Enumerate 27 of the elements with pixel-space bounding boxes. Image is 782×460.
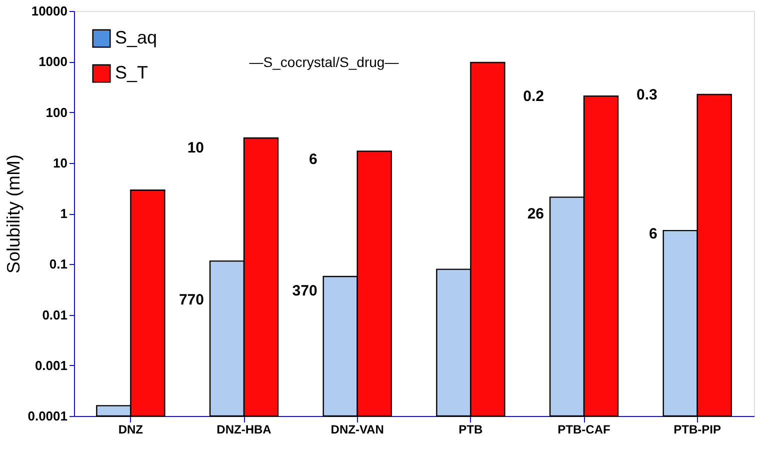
- x-tick-label: PTB-PIP: [674, 422, 722, 436]
- annotation: 370: [292, 282, 318, 300]
- annotation: 26: [527, 206, 544, 222]
- annotation: —S_cocrystal/S_drug—: [249, 54, 399, 70]
- annotation: 0.2: [523, 88, 544, 106]
- y-tick-label: 1: [60, 206, 68, 221]
- x-tick-label: PTB-CAF: [558, 422, 610, 436]
- y-axis-title: Solubility (mM): [4, 154, 24, 274]
- annotation: 6: [648, 226, 658, 243]
- y-tick-label: 0.001: [34, 358, 68, 373]
- legend-label: S_aq: [115, 28, 158, 48]
- annotation: 6: [308, 150, 318, 168]
- annotation: 0.3: [636, 86, 658, 104]
- x-tick-label: PTB: [458, 422, 483, 436]
- x-tick-label: DNZ-VAN: [330, 422, 384, 436]
- legend-label: S_T: [115, 62, 148, 82]
- y-tick-label: 0.01: [42, 307, 68, 322]
- annotation: 10: [187, 140, 204, 157]
- x-tick-label: DNZ-HBA: [216, 422, 272, 436]
- y-tick-label: 10: [53, 155, 68, 170]
- y-tick-label: 0.1: [49, 256, 68, 272]
- y-tick-label: 100: [46, 104, 68, 120]
- y-tick-label: 1000: [38, 54, 68, 70]
- x-tick-label: DNZ: [118, 422, 144, 436]
- annotation: 770: [178, 292, 204, 309]
- y-tick-label: 0.0001: [28, 408, 68, 424]
- y-tick-label: 10000: [31, 4, 68, 18]
